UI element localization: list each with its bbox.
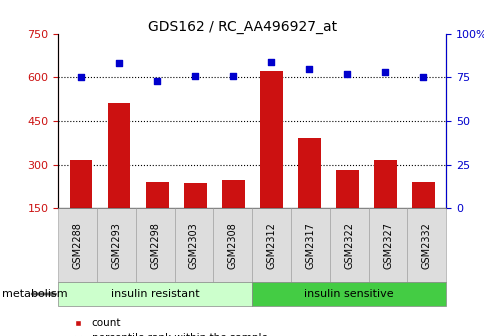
Bar [70,160,92,208]
Point [115,60,122,66]
Text: metabolism: metabolism [2,289,68,299]
Legend: count, percentile rank within the sample: count, percentile rank within the sample [63,314,271,336]
Point [229,73,237,78]
Bar [183,183,206,208]
Bar [145,181,168,208]
Text: GSM2288: GSM2288 [73,222,82,269]
Text: GSM2312: GSM2312 [266,222,276,269]
Point [77,75,85,80]
Point [305,66,313,71]
Text: GSM2298: GSM2298 [150,222,160,269]
Text: insulin resistant: insulin resistant [111,289,199,299]
Bar [107,103,130,208]
Point [343,71,350,77]
Text: GSM2308: GSM2308 [227,222,237,269]
Point [153,78,161,83]
Text: GSM2322: GSM2322 [344,222,353,269]
Text: insulin sensitive: insulin sensitive [304,289,393,299]
Text: GSM2332: GSM2332 [421,222,431,269]
Text: GSM2293: GSM2293 [111,222,121,269]
Text: GSM2317: GSM2317 [305,222,315,269]
Bar [221,180,244,208]
Point [191,73,198,78]
Bar [335,170,358,208]
Text: GSM2327: GSM2327 [382,222,392,269]
Bar [259,72,282,208]
Point [381,69,389,75]
Bar [297,138,320,208]
Point [419,75,426,80]
Point [267,59,274,64]
Bar [373,160,396,208]
Text: GSM2303: GSM2303 [189,222,198,269]
Bar [411,181,434,208]
Text: GDS162 / RC_AA496927_at: GDS162 / RC_AA496927_at [148,20,336,34]
